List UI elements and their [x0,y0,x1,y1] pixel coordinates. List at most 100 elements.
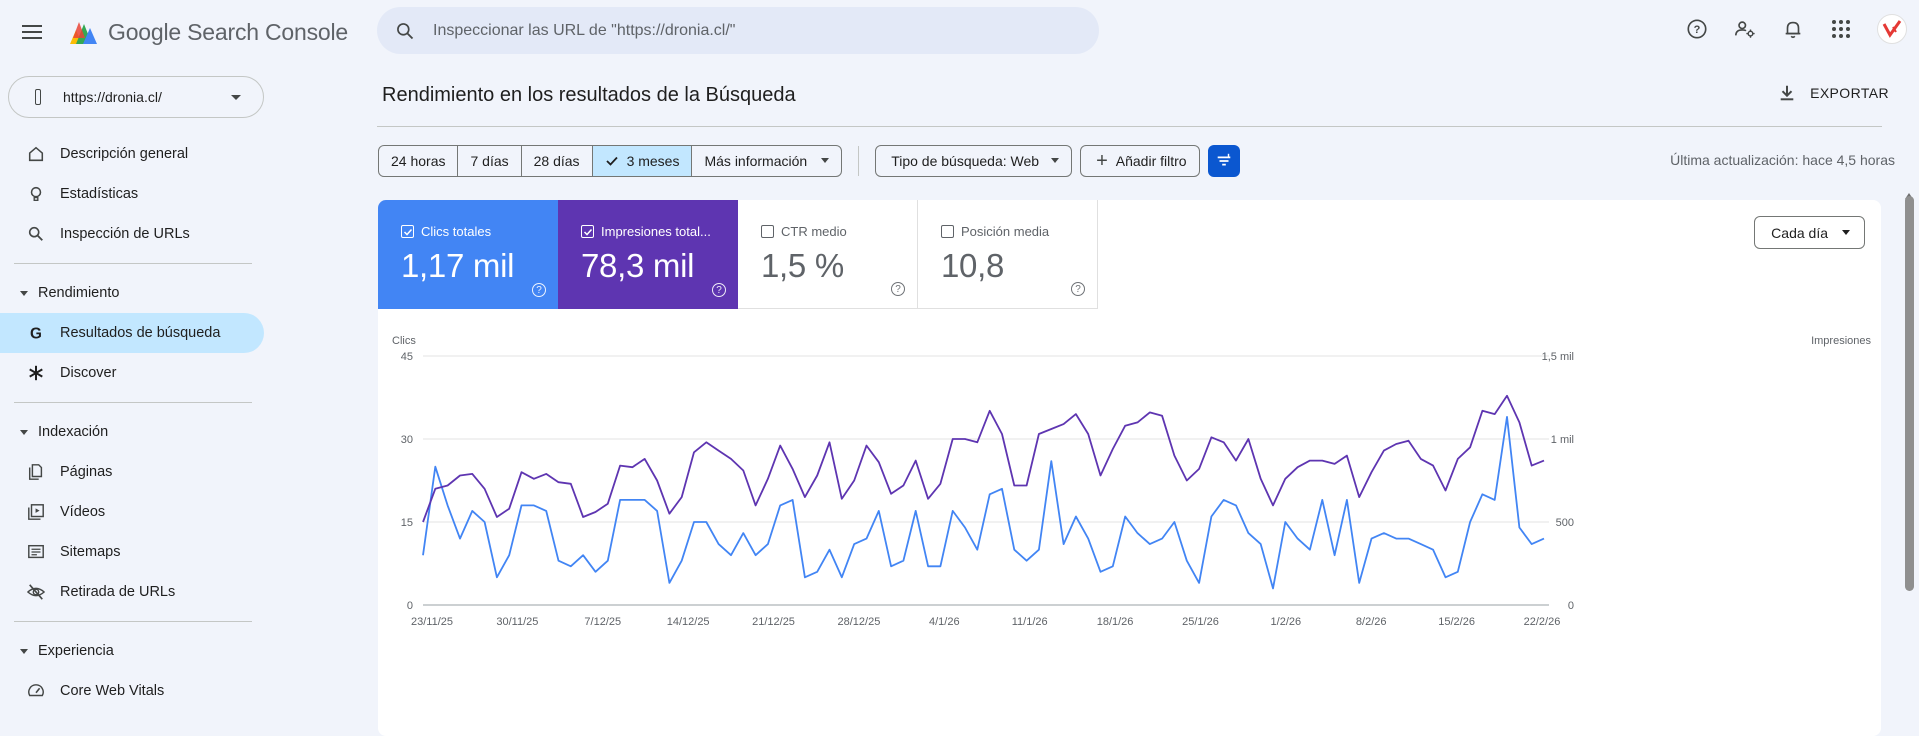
sidebar-item-insights[interactable]: Estadísticas [0,174,264,214]
sidebar-section-experience[interactable]: Experiencia [0,631,265,671]
y-right-axis-label: Impresiones [1811,335,1871,347]
granularity-selector[interactable]: Cada día [1754,216,1865,249]
filter-options-button[interactable] [1207,144,1240,177]
add-filter-button[interactable]: + Añadir filtro [1080,144,1200,177]
manage-users-icon[interactable] [1733,17,1757,41]
sidebar-section-performance[interactable]: Rendimiento [0,273,265,313]
property-selector[interactable]: https://dronia.cl/ [8,76,264,118]
y-right-tick-label: 1,5 mil [1542,351,1574,363]
sidebar-item-discover[interactable]: Discover [0,353,264,393]
main-content: Rendimiento en los resultados de la Búsq… [377,64,1919,736]
sidebar-item-url-inspection[interactable]: Inspección de URLs [0,214,264,254]
sitemap-icon [26,542,46,562]
sidebar-divider [14,263,252,264]
search-console-logo-icon [70,22,97,44]
sidebar-item-label: Vídeos [60,504,106,520]
sidebar-item-search-results[interactable]: G Resultados de búsqueda [0,313,264,353]
metric-impressions[interactable]: Impresiones total... 78,3 mil ? [558,200,738,309]
checkbox-icon [761,225,774,238]
x-tick-label: 18/1/26 [1097,616,1134,628]
search-icon [26,224,46,244]
scrollbar-thumb[interactable] [1905,196,1914,591]
sidebar-item-label: Retirada de URLs [60,584,176,600]
help-icon[interactable]: ? [532,283,546,297]
help-icon[interactable]: ? [1685,17,1709,41]
export-button[interactable]: EXPORTAR [1778,84,1889,102]
chevron-down-icon [821,158,830,163]
url-inspect-search[interactable] [377,7,1099,54]
performance-card: Clics totales 1,17 mil ? Impresiones tot… [378,200,1881,736]
metric-clicks[interactable]: Clics totales 1,17 mil ? [378,200,558,309]
filter-separator [858,145,860,176]
home-icon [26,144,46,164]
y-left-axis-label: Clics [392,335,416,347]
chevron-down-icon [1051,158,1060,163]
sidebar-section-indexing[interactable]: Indexación [0,412,265,452]
x-tick-label: 4/1/26 [929,616,960,628]
title-divider [377,126,1882,127]
account-avatar[interactable] [1877,14,1907,44]
chevron-down-icon [231,95,241,100]
google-g-icon: G [26,323,46,343]
sidebar-item-pages[interactable]: Páginas [0,452,264,492]
range-28d[interactable]: 28 días [522,145,593,176]
sidebar: https://dronia.cl/ Descripción general E… [0,64,265,699]
search-type-filter[interactable]: Tipo de búsqueda: Web [875,144,1073,177]
sidebar-item-label: Sitemaps [60,544,121,560]
x-tick-label: 30/11/25 [496,616,538,628]
help-icon[interactable]: ? [891,282,905,296]
sidebar-section-label: Indexación [38,424,109,440]
x-tick-label: 22/2/26 [1524,616,1561,628]
download-icon [1780,85,1794,101]
x-tick-label: 25/1/26 [1182,616,1219,628]
sidebar-item-core-web-vitals[interactable]: Core Web Vitals [0,671,264,711]
video-icon [26,502,46,522]
asterisk-icon [26,363,46,383]
metric-position[interactable]: Posición media 10,8 ? [918,200,1098,309]
range-label: Más información [704,152,808,169]
metric-ctr[interactable]: CTR medio 1,5 % ? [738,200,918,309]
search-type-label: Tipo de búsqueda: Web [891,152,1040,169]
metric-value: 10,8 [941,247,1005,284]
range-7d[interactable]: 7 días [458,145,522,176]
plus-icon: + [1096,149,1108,172]
last-update-text: Última actualización: hace 4,5 horas [1670,152,1895,168]
sidebar-item-label: Discover [60,365,117,381]
sidebar-item-videos[interactable]: Vídeos [0,492,264,532]
eye-off-icon [26,582,46,602]
sidebar-item-removals[interactable]: Retirada de URLs [0,572,264,612]
metric-label: Impresiones total... [601,224,711,239]
range-24h[interactable]: 24 horas [379,145,459,176]
help-icon[interactable]: ? [1071,282,1085,296]
x-tick-label: 8/2/26 [1356,616,1387,628]
metric-label: Posición media [961,224,1050,239]
granularity-label: Cada día [1771,224,1828,241]
sidebar-item-label: Estadísticas [60,186,139,202]
account-logo-icon [1882,20,1902,38]
main-menu-icon[interactable] [20,20,44,44]
filter-bar: 24 horas 7 días 28 días 3 meses Más info… [378,144,1240,177]
sidebar-section-label: Experiencia [38,643,114,659]
sidebar-item-overview[interactable]: Descripción general [0,134,264,174]
notifications-icon[interactable] [1781,17,1805,41]
date-range-selector: 24 horas 7 días 28 días 3 meses Más info… [378,144,843,177]
svg-text:?: ? [1694,24,1701,36]
add-filter-label: Añadir filtro [1115,152,1187,169]
x-tick-label: 15/2/26 [1438,616,1475,628]
sidebar-item-sitemaps[interactable]: Sitemaps [0,532,264,572]
range-3m[interactable]: 3 meses [592,145,693,176]
help-icon[interactable]: ? [712,283,726,297]
apps-grid-icon[interactable] [1829,17,1853,41]
page-title: Rendimiento en los resultados de la Búsq… [382,84,796,106]
x-tick-label: 21/12/25 [752,616,795,628]
url-inspect-input[interactable] [433,21,1033,40]
property-icon [35,89,41,105]
sidebar-item-label: Inspección de URLs [60,226,190,242]
app-logo[interactable]: Google Search Console [66,16,348,48]
sidebar-item-label: Resultados de búsqueda [60,325,221,341]
metric-value: 78,3 mil [581,247,695,284]
gauge-icon [26,681,46,701]
range-more[interactable]: Más información [692,146,841,176]
app-title: Google Search Console [108,18,349,45]
metric-value: 1,5 % [761,247,844,284]
